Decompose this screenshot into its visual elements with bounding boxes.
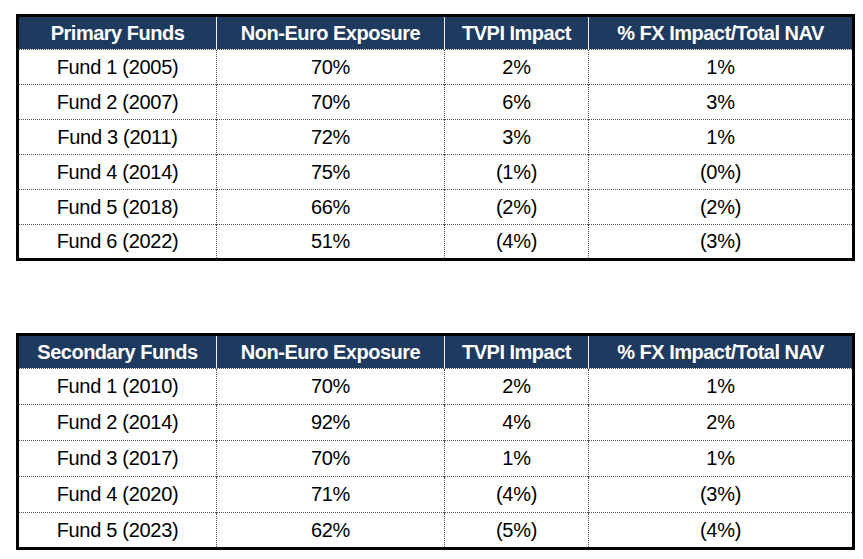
header-row: Primary FundsNon-Euro ExposureTVPI Impac…	[18, 16, 854, 50]
value-cell: (2%)	[445, 190, 589, 225]
primary-funds-header: Primary FundsNon-Euro ExposureTVPI Impac…	[18, 16, 854, 50]
column-header: % FX Impact/Total NAV	[589, 335, 854, 369]
value-cell: 3%	[445, 120, 589, 155]
fund-name-cell: Fund 5 (2023)	[18, 513, 217, 549]
fund-name-cell: Fund 2 (2014)	[18, 405, 217, 441]
table-gap	[16, 261, 863, 333]
report-page: Primary FundsNon-Euro ExposureTVPI Impac…	[0, 0, 863, 550]
fund-name-cell: Fund 1 (2005)	[18, 50, 217, 85]
secondary-funds-table: Secondary FundsNon-Euro ExposureTVPI Imp…	[16, 333, 855, 550]
table-row: Fund 3 (2017)70%1%1%	[18, 441, 854, 477]
value-cell: (4%)	[445, 477, 589, 513]
table-row: Fund 5 (2018)66%(2%)(2%)	[18, 190, 854, 225]
value-cell: 72%	[217, 120, 445, 155]
value-cell: (4%)	[445, 225, 589, 260]
fund-name-cell: Fund 6 (2022)	[18, 225, 217, 260]
value-cell: 1%	[589, 120, 854, 155]
value-cell: 6%	[445, 85, 589, 120]
table-title-header: Primary Funds	[18, 16, 217, 50]
fund-name-cell: Fund 3 (2011)	[18, 120, 217, 155]
table-row: Fund 1 (2005)70%2%1%	[18, 50, 854, 85]
column-header: Non-Euro Exposure	[217, 16, 445, 50]
secondary-funds-body: Fund 1 (2010)70%2%1%Fund 2 (2014)92%4%2%…	[18, 369, 854, 549]
fund-name-cell: Fund 1 (2010)	[18, 369, 217, 405]
value-cell: 4%	[445, 405, 589, 441]
table-title-header: Secondary Funds	[18, 335, 217, 369]
value-cell: 75%	[217, 155, 445, 190]
table-row: Fund 2 (2014)92%4%2%	[18, 405, 854, 441]
value-cell: (1%)	[445, 155, 589, 190]
fund-name-cell: Fund 4 (2020)	[18, 477, 217, 513]
value-cell: 70%	[217, 85, 445, 120]
fund-name-cell: Fund 4 (2014)	[18, 155, 217, 190]
value-cell: (3%)	[589, 477, 854, 513]
value-cell: 51%	[217, 225, 445, 260]
column-header: TVPI Impact	[445, 335, 589, 369]
header-row: Secondary FundsNon-Euro ExposureTVPI Imp…	[18, 335, 854, 369]
table-row: Fund 4 (2014)75%(1%)(0%)	[18, 155, 854, 190]
value-cell: 62%	[217, 513, 445, 549]
value-cell: (4%)	[589, 513, 854, 549]
value-cell: 2%	[589, 405, 854, 441]
value-cell: 70%	[217, 50, 445, 85]
value-cell: (2%)	[589, 190, 854, 225]
table-row: Fund 3 (2011)72%3%1%	[18, 120, 854, 155]
primary-funds-body: Fund 1 (2005)70%2%1%Fund 2 (2007)70%6%3%…	[18, 50, 854, 260]
value-cell: 1%	[589, 50, 854, 85]
value-cell: 71%	[217, 477, 445, 513]
value-cell: 70%	[217, 369, 445, 405]
value-cell: 1%	[445, 441, 589, 477]
value-cell: 3%	[589, 85, 854, 120]
value-cell: 2%	[445, 369, 589, 405]
fund-name-cell: Fund 5 (2018)	[18, 190, 217, 225]
secondary-funds-header: Secondary FundsNon-Euro ExposureTVPI Imp…	[18, 335, 854, 369]
table-row: Fund 4 (2020)71%(4%)(3%)	[18, 477, 854, 513]
value-cell: 2%	[445, 50, 589, 85]
value-cell: (5%)	[445, 513, 589, 549]
fund-name-cell: Fund 3 (2017)	[18, 441, 217, 477]
value-cell: (0%)	[589, 155, 854, 190]
primary-funds-table: Primary FundsNon-Euro ExposureTVPI Impac…	[16, 14, 855, 261]
table-row: Fund 1 (2010)70%2%1%	[18, 369, 854, 405]
value-cell: (3%)	[589, 225, 854, 260]
table-row: Fund 5 (2023)62%(5%)(4%)	[18, 513, 854, 549]
fund-name-cell: Fund 2 (2007)	[18, 85, 217, 120]
column-header: Non-Euro Exposure	[217, 335, 445, 369]
column-header: % FX Impact/Total NAV	[589, 16, 854, 50]
table-row: Fund 6 (2022)51%(4%)(3%)	[18, 225, 854, 260]
value-cell: 66%	[217, 190, 445, 225]
value-cell: 1%	[589, 369, 854, 405]
value-cell: 70%	[217, 441, 445, 477]
value-cell: 92%	[217, 405, 445, 441]
value-cell: 1%	[589, 441, 854, 477]
column-header: TVPI Impact	[445, 16, 589, 50]
table-row: Fund 2 (2007)70%6%3%	[18, 85, 854, 120]
